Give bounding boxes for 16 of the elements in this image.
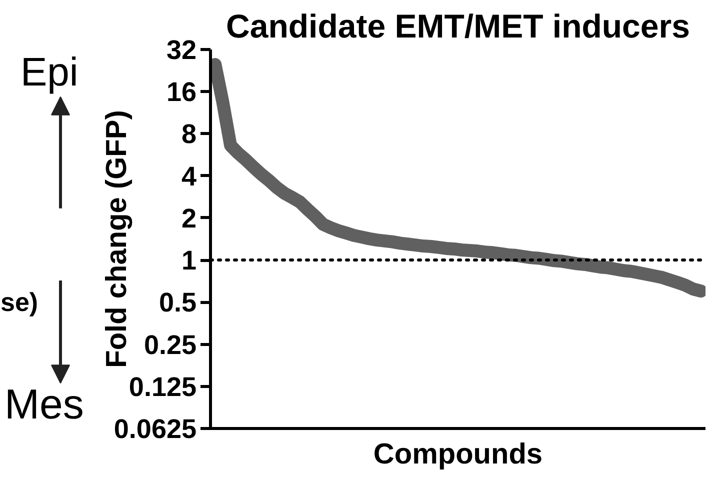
y-tick-label: 4 [181, 161, 197, 192]
y-tick-label: 0.0625 [114, 414, 197, 444]
y-tick-label: 2 [181, 203, 197, 234]
text: se) [0, 287, 38, 318]
y-tick-label: 32 [166, 35, 197, 65]
y-tick-label: 0.25 [144, 330, 197, 360]
y-axis-title: Fold change (GFP) [100, 110, 133, 368]
x-axis-title: Compounds [373, 438, 543, 470]
y-tick-label: 16 [166, 77, 197, 108]
y-tick-label: 0.5 [158, 288, 197, 318]
chart-title: Candidate EMT/MET inducers [226, 8, 690, 44]
text: Mes [4, 380, 84, 428]
y-tick-label: 1 [181, 246, 197, 276]
y-tick-label: 8 [181, 119, 197, 150]
text: Epi [20, 50, 78, 94]
y-tick-label: 0.125 [128, 372, 197, 402]
